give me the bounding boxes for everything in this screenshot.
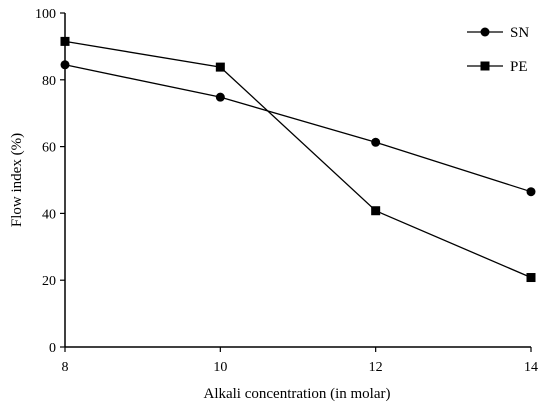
legend-marker-pe	[480, 61, 490, 71]
legend-label: SN	[510, 25, 529, 41]
data-point-sn	[215, 92, 225, 102]
data-point-sn	[526, 187, 536, 197]
y-tick-label: 100	[35, 7, 56, 22]
x-tick-label: 14	[524, 360, 538, 375]
series-line-sn	[64, 64, 532, 193]
y-tick-label: 80	[42, 74, 56, 89]
data-point-pe	[371, 206, 381, 216]
legend-item-pe: PE	[467, 59, 528, 75]
y-tick-label: 60	[42, 141, 56, 156]
y-tick-label: 0	[49, 341, 56, 356]
axes	[64, 13, 531, 348]
y-tick-label: 40	[42, 207, 56, 222]
ticks: 8 10 12 14 0 20 40 60 80 100	[35, 7, 538, 375]
series-line-pe	[64, 40, 532, 279]
legend-item-sn: SN	[467, 25, 529, 41]
x-tick-label: 8	[62, 360, 69, 375]
data-point-sn	[60, 60, 70, 70]
series-pe	[60, 36, 536, 283]
x-tick-label: 10	[213, 360, 227, 375]
y-axis-title: Flow index (%)	[9, 133, 25, 227]
legend-marker-sn	[480, 27, 490, 37]
y-tick-label: 20	[42, 274, 56, 289]
x-tick-label: 12	[369, 360, 383, 375]
series-layer	[60, 36, 536, 283]
legend-label: PE	[510, 59, 528, 75]
x-axis-title: Alkali concentration (in molar)	[203, 386, 390, 402]
data-point-pe	[526, 273, 536, 283]
legend: SN PE	[467, 25, 529, 75]
data-point-pe	[215, 62, 225, 72]
data-point-pe	[60, 36, 70, 46]
series-sn	[60, 60, 536, 197]
data-point-sn	[371, 137, 381, 147]
